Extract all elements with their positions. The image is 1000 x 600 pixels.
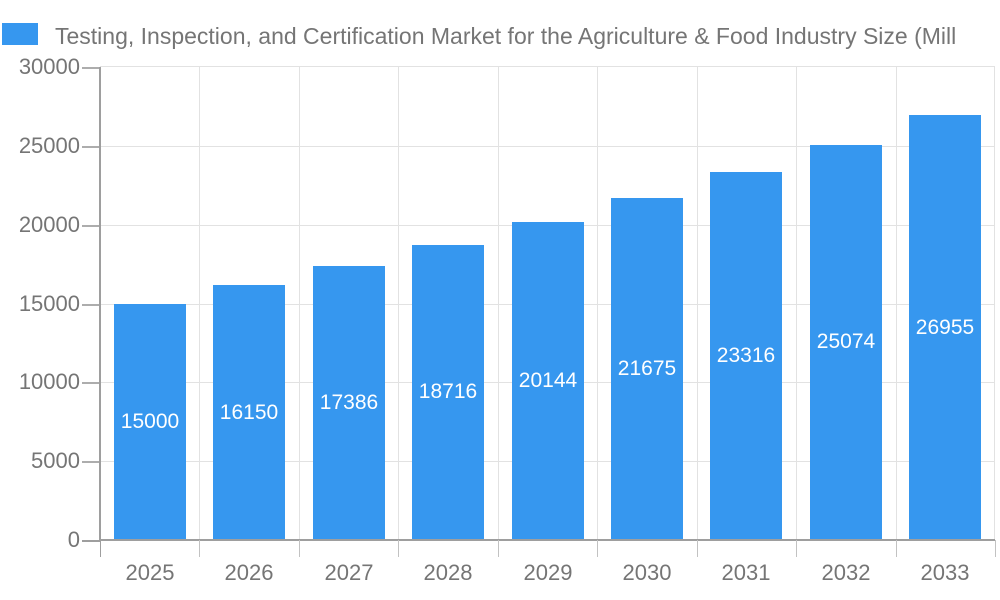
y-tick — [82, 146, 100, 148]
x-tick — [796, 540, 797, 557]
x-tick — [597, 540, 598, 557]
bar-value-label: 26955 — [915, 316, 975, 339]
x-axis-label: 2033 — [920, 560, 970, 585]
x-gridline — [398, 67, 399, 540]
x-axis-label: 2030 — [622, 560, 672, 585]
y-axis-label: 0 — [67, 527, 80, 552]
bar — [810, 145, 882, 540]
x-tick — [995, 540, 996, 557]
x-axis-label: 2029 — [523, 560, 573, 585]
bar — [710, 172, 782, 540]
x-tick — [498, 540, 499, 557]
x-axis-label: 2026 — [224, 560, 274, 585]
y-tick — [82, 382, 100, 384]
plot-border-right — [994, 67, 995, 540]
y-axis-label: 5000 — [31, 448, 80, 473]
bar-value-label: 21675 — [617, 357, 677, 380]
y-axis-label: 25000 — [18, 133, 80, 158]
bar-value-label: 17386 — [319, 391, 379, 414]
y-gridline — [100, 146, 995, 147]
bar — [909, 115, 981, 540]
y-tick — [82, 461, 100, 463]
x-tick — [199, 540, 200, 557]
x-tick — [697, 540, 698, 557]
x-gridline — [896, 67, 897, 540]
y-axis-label: 15000 — [18, 291, 80, 316]
x-axis-label: 2028 — [423, 560, 473, 585]
y-axis-line — [99, 67, 101, 540]
x-axis-line — [99, 539, 995, 541]
bar-value-label: 16150 — [219, 401, 279, 424]
bar — [611, 198, 683, 540]
legend-swatch-icon — [2, 23, 38, 45]
bar — [114, 304, 186, 541]
x-axis-label: 2031 — [721, 560, 771, 585]
bar-value-label: 25074 — [816, 330, 876, 353]
x-gridline — [199, 67, 200, 540]
x-axis-label: 2032 — [821, 560, 871, 585]
x-tick — [100, 540, 101, 557]
y-axis-label: 10000 — [18, 369, 80, 394]
y-axis-label: 30000 — [18, 54, 80, 79]
plot-border-top — [100, 66, 995, 67]
y-tick — [82, 225, 100, 227]
chart-title: Testing, Inspection, and Certification M… — [55, 23, 957, 49]
bar-value-label: 20144 — [518, 369, 578, 392]
bar — [213, 285, 285, 540]
x-axis-label: 2025 — [125, 560, 175, 585]
x-tick — [896, 540, 897, 557]
bar — [412, 245, 484, 540]
bar — [313, 266, 385, 540]
y-tick — [82, 540, 100, 542]
y-axis-label: 20000 — [18, 212, 80, 237]
x-gridline — [299, 67, 300, 540]
x-tick — [398, 540, 399, 557]
x-gridline — [498, 67, 499, 540]
y-tick — [82, 67, 100, 69]
x-tick — [299, 540, 300, 557]
x-gridline — [597, 67, 598, 540]
x-gridline — [796, 67, 797, 540]
bar-value-label: 15000 — [120, 410, 180, 433]
bar-value-label: 18716 — [418, 380, 478, 403]
x-axis-label: 2027 — [324, 560, 374, 585]
y-tick — [82, 304, 100, 306]
bar — [512, 222, 584, 540]
bar-value-label: 23316 — [716, 344, 776, 367]
x-gridline — [697, 67, 698, 540]
